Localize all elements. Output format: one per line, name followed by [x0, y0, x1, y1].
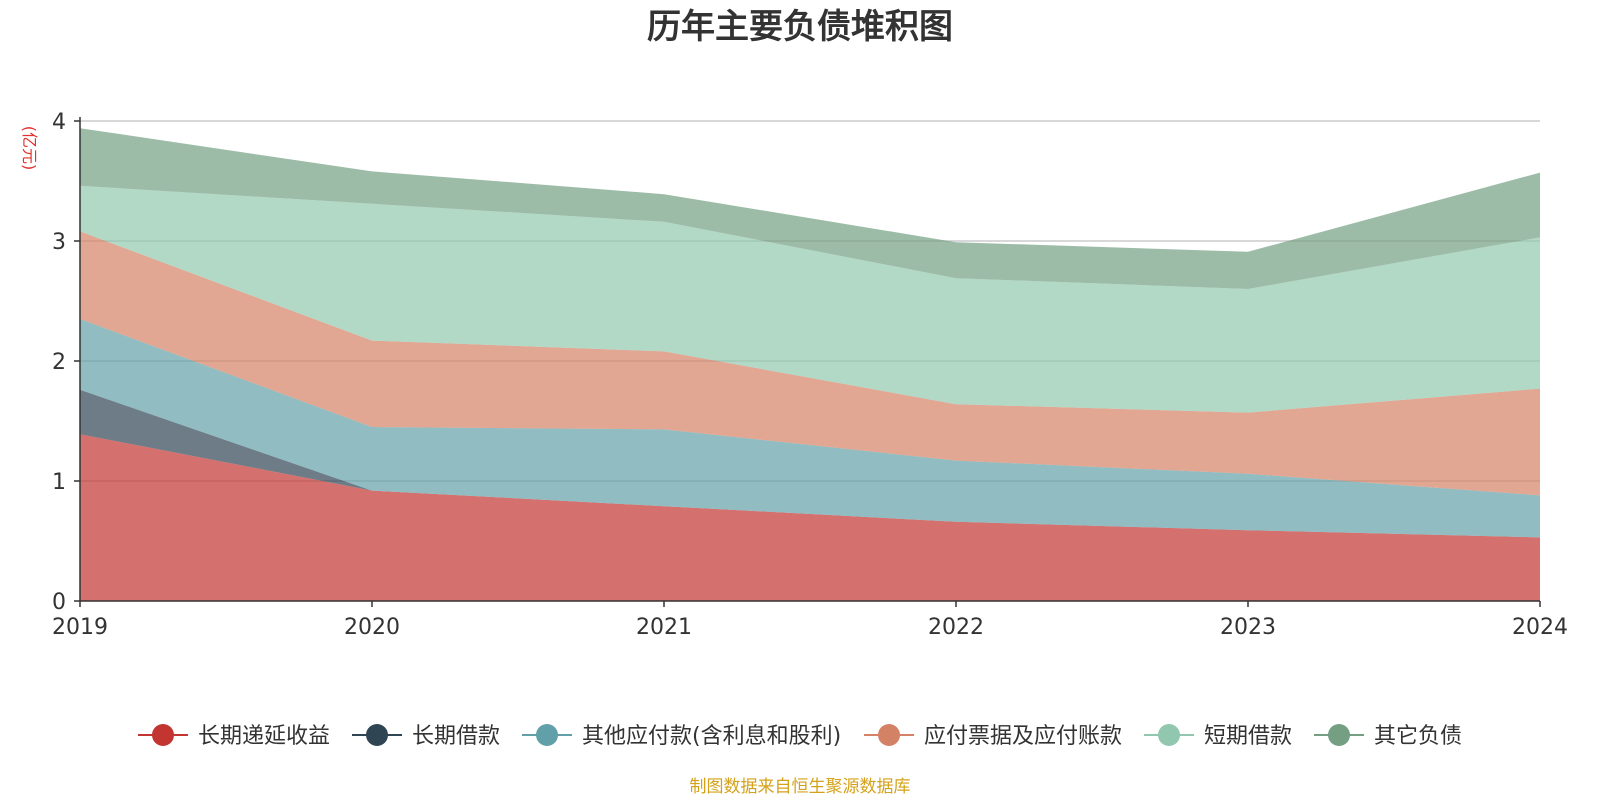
legend[interactable]: 长期递延收益 长期借款 其他应付款(含利息和股利) 应付票据及应付账款 短期借款 其它负债 [138, 724, 1462, 749]
legend-label: 应付票据及应付账款 [924, 724, 1122, 749]
legend-item-0[interactable]: 长期递延收益 [138, 724, 330, 749]
chart-title: 历年主要负债堆积图 [647, 7, 953, 47]
x-tick-label: 2023 [1220, 615, 1276, 640]
area-series-3[interactable] [80, 231, 1540, 496]
legend-label: 短期借款 [1204, 724, 1292, 749]
y-axis-unit-label: (亿元) [20, 126, 39, 171]
y-tick-label: 4 [52, 110, 66, 135]
legend-item-1[interactable]: 长期借款 [352, 724, 500, 749]
x-tick-label: 2021 [636, 615, 692, 640]
axes: 0 1 2 3 4 2019 2020 2021 2022 2023 2024 [52, 110, 1568, 640]
legend-marker [878, 724, 900, 746]
area-series [80, 128, 1540, 601]
legend-marker [152, 724, 174, 746]
source-note: 制图数据来自恒生聚源数据库 [690, 777, 911, 797]
legend-item-2[interactable]: 其他应付款(含利息和股利) [522, 724, 841, 749]
x-tick-label: 2020 [344, 615, 400, 640]
y-tick-label: 3 [52, 230, 66, 255]
x-tick-label: 2022 [928, 615, 984, 640]
legend-marker [536, 724, 558, 746]
legend-label: 长期借款 [412, 724, 500, 749]
legend-label: 其它负债 [1374, 724, 1462, 749]
area-series-2[interactable] [80, 319, 1540, 538]
x-tick-label: 2024 [1512, 615, 1568, 640]
y-tick-label: 0 [52, 590, 66, 615]
legend-marker [366, 724, 388, 746]
y-tick-label: 2 [52, 350, 66, 375]
area-series-0[interactable] [80, 434, 1540, 601]
area-series-4[interactable] [80, 185, 1540, 413]
y-tick-label: 1 [52, 470, 66, 495]
legend-marker [1328, 724, 1350, 746]
legend-item-5[interactable]: 其它负债 [1314, 724, 1462, 749]
legend-item-4[interactable]: 短期借款 [1144, 724, 1292, 749]
legend-label: 长期递延收益 [198, 724, 330, 749]
x-tick-label: 2019 [52, 615, 108, 640]
legend-label: 其他应付款(含利息和股利) [582, 724, 841, 749]
legend-item-3[interactable]: 应付票据及应付账款 [864, 724, 1122, 749]
legend-marker [1158, 724, 1180, 746]
